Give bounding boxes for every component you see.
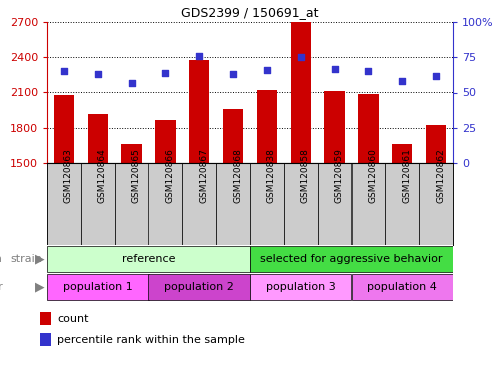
Text: population 2: population 2 [164,282,234,292]
Text: GSM120864: GSM120864 [98,148,107,203]
Text: ▶: ▶ [35,253,44,265]
Text: reference: reference [122,254,175,264]
Point [432,73,440,79]
Bar [290,22,311,163]
Bar [352,163,386,245]
Bar [81,163,115,245]
Point [162,70,170,76]
Point [60,68,68,74]
Text: GSM120860: GSM120860 [368,148,378,203]
Text: strain: strain [0,254,2,264]
Bar [121,144,141,163]
Bar [148,273,250,300]
Bar [317,163,352,245]
Text: GSM120862: GSM120862 [436,148,445,203]
Bar [54,95,74,163]
Bar [47,163,81,245]
Text: GSM120865: GSM120865 [132,148,141,203]
Text: GSM120859: GSM120859 [335,148,344,203]
Text: population 4: population 4 [367,282,437,292]
Text: GSM120868: GSM120868 [233,148,242,203]
Bar [284,163,317,245]
Bar [40,312,51,325]
Text: GSM120858: GSM120858 [301,148,310,203]
Text: strain: strain [10,254,42,264]
Point [195,53,203,59]
Point [398,78,406,84]
Text: GSM120838: GSM120838 [267,148,276,203]
Bar [148,163,182,245]
Bar [250,245,453,272]
Bar [386,163,419,245]
Text: population 3: population 3 [266,282,336,292]
Bar [182,163,216,245]
Text: other: other [0,282,2,292]
Point [128,79,136,86]
Bar [250,273,352,300]
Bar [419,163,453,245]
Text: population 1: population 1 [63,282,133,292]
Bar [250,163,284,245]
Text: GSM120861: GSM120861 [402,148,411,203]
Bar [155,119,176,163]
Point [94,71,102,77]
Bar [47,245,250,272]
Text: GSM120866: GSM120866 [166,148,175,203]
Point [297,54,305,60]
Text: GSM120863: GSM120863 [64,148,73,203]
Point [229,71,237,77]
Bar [257,90,277,163]
Text: percentile rank within the sample: percentile rank within the sample [57,334,245,345]
Point [263,67,271,73]
Text: GSM120867: GSM120867 [199,148,208,203]
Text: selected for aggressive behavior: selected for aggressive behavior [260,254,443,264]
Bar [324,91,345,163]
Bar [392,144,413,163]
Bar [40,333,51,346]
Title: GDS2399 / 150691_at: GDS2399 / 150691_at [181,7,319,20]
Bar [216,163,250,245]
Bar [426,126,446,163]
Bar [115,163,148,245]
Bar [47,273,148,300]
Bar [358,94,379,163]
Bar [352,273,453,300]
Bar [88,114,108,163]
Point [364,68,372,74]
Bar [223,109,243,163]
Text: ▶: ▶ [35,280,44,293]
Point [331,65,339,71]
Bar [189,60,210,163]
Text: count: count [57,313,89,323]
